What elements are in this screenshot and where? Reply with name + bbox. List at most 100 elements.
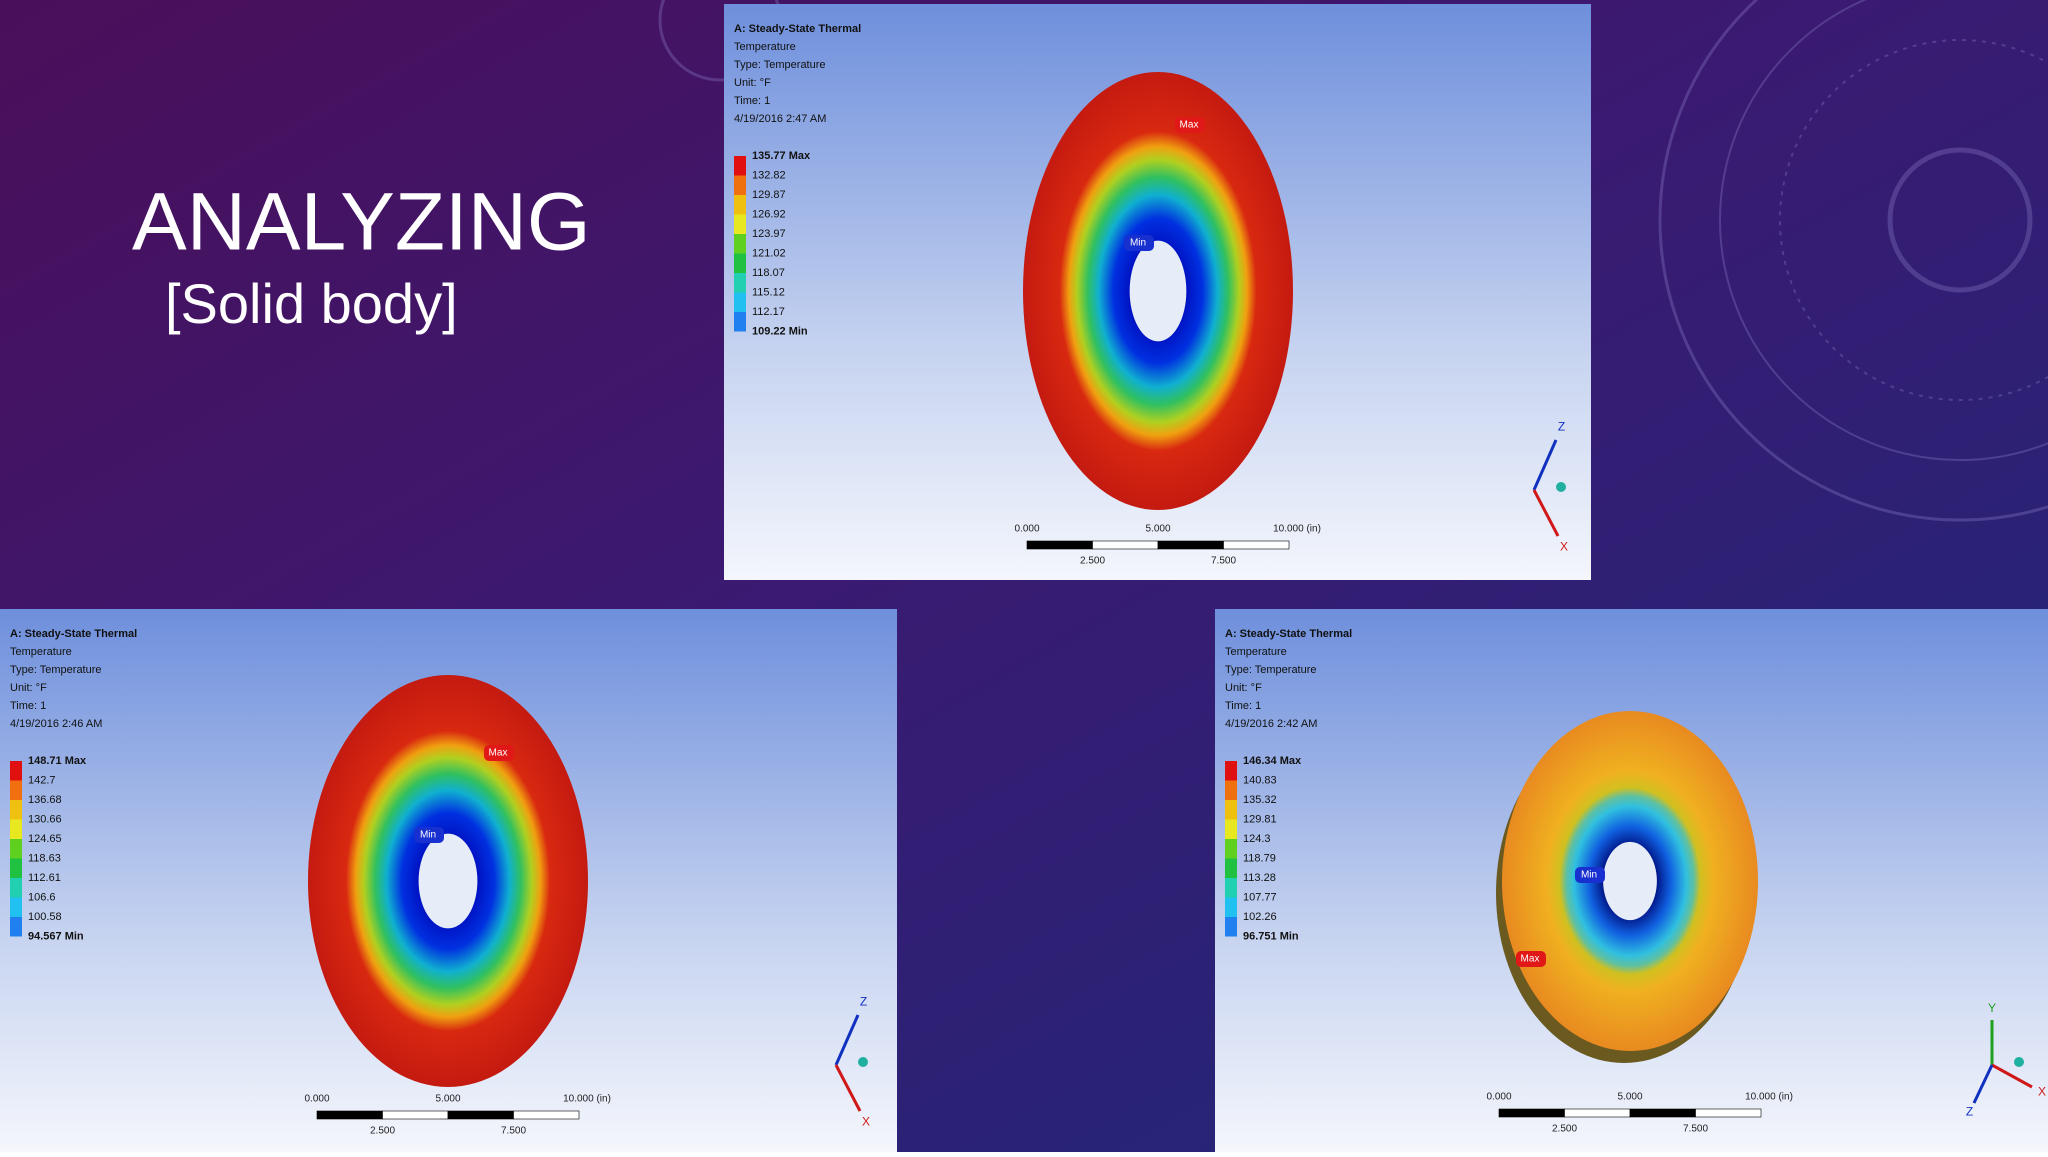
marker-label: Min	[1581, 870, 1597, 881]
axis-arrow	[1972, 1064, 1994, 1104]
disc-hole	[1129, 240, 1187, 342]
marker-tag	[1124, 235, 1154, 251]
header-line: Type: Temperature	[10, 664, 102, 676]
header-line: Type: Temperature	[1225, 664, 1317, 676]
marker-label: Max	[1180, 120, 1199, 131]
header-line: Temperature	[10, 646, 72, 658]
legend-label: 118.07	[752, 267, 785, 279]
triad-ball	[2014, 1057, 2024, 1067]
legend-swatch	[10, 917, 22, 937]
scale-label: 10.000 (in)	[1745, 1092, 1793, 1103]
disc-hole	[418, 833, 478, 929]
scale-bar	[382, 1110, 449, 1120]
scale-label: 0.000	[1014, 524, 1039, 535]
legend-swatch	[10, 819, 22, 839]
legend-swatch	[10, 800, 22, 820]
scale-label: 7.500	[1683, 1124, 1708, 1135]
subtitle: [Solid body]	[165, 272, 458, 335]
header-line: Type: Temperature	[734, 59, 826, 71]
axis-label: Z	[860, 995, 867, 1009]
header-line: Time: 1	[1225, 700, 1261, 712]
header-line: Unit: °F	[734, 77, 771, 89]
scale-label: 10.000 (in)	[563, 1094, 611, 1105]
legend-swatch	[734, 292, 746, 312]
scale-label: 7.500	[501, 1126, 526, 1137]
legend-label: 132.82	[752, 169, 786, 181]
legend-swatch	[734, 253, 746, 273]
marker-tag	[1516, 951, 1546, 967]
legend-label: 129.81	[1243, 813, 1277, 825]
scale-label: 0.000	[1486, 1092, 1511, 1103]
legend-label: 142.7	[28, 774, 56, 786]
header-line: 4/19/2016 2:42 AM	[1225, 718, 1317, 730]
header-line: Unit: °F	[1225, 682, 1262, 694]
header-line: A: Steady-State Thermal	[734, 23, 861, 35]
axis-arrow	[834, 1064, 862, 1112]
result-panel: A: Steady-State Thermal Temperature Type: …	[724, 4, 1591, 580]
legend-label: 96.751 Min	[1243, 930, 1299, 942]
legend-swatch	[734, 175, 746, 195]
scale-label: 5.000	[1145, 524, 1170, 535]
header-line: Time: 1	[734, 95, 770, 107]
scale-label: 5.000	[1617, 1092, 1642, 1103]
triad-ball	[1556, 482, 1566, 492]
legend-label: 118.79	[1243, 852, 1276, 864]
scale-bar	[513, 1110, 580, 1120]
axis-label: X	[1560, 540, 1568, 554]
header-line: Time: 1	[10, 700, 46, 712]
legend-label: 118.63	[28, 852, 61, 864]
legend-swatch	[1225, 761, 1237, 781]
header-line: Temperature	[1225, 646, 1287, 658]
scale-bar	[1695, 1108, 1762, 1118]
scale-label: 7.500	[1211, 556, 1236, 567]
axis-label: X	[862, 1115, 870, 1129]
legend-swatch	[1225, 839, 1237, 859]
marker-label: Max	[489, 748, 508, 759]
axis-label: Z	[1558, 420, 1565, 434]
marker-label: Min	[1130, 238, 1146, 249]
legend-swatch	[10, 780, 22, 800]
legend-label: 113.28	[1243, 872, 1276, 884]
scale-label: 0.000	[304, 1094, 329, 1105]
legend-swatch	[734, 195, 746, 215]
header-line: Unit: °F	[10, 682, 47, 694]
marker-tag	[484, 745, 514, 761]
axis-arrow	[834, 1014, 860, 1066]
legend-label: 115.12	[752, 286, 785, 298]
legend-swatch	[734, 214, 746, 234]
scale-bar	[1498, 1108, 1565, 1118]
legend-label: 112.17	[752, 306, 785, 318]
legend-label: 94.567 Min	[28, 930, 84, 942]
legend-label: 135.77 Max	[752, 150, 811, 162]
legend-label: 100.58	[28, 911, 62, 923]
legend-swatch	[1225, 800, 1237, 820]
legend-swatch	[10, 761, 22, 781]
legend-swatch	[10, 839, 22, 859]
legend-swatch	[1225, 897, 1237, 917]
legend-label: 126.92	[752, 208, 786, 220]
legend-label: 148.71 Max	[28, 755, 87, 767]
legend-label: 140.83	[1243, 774, 1277, 786]
legend-label: 121.02	[752, 247, 786, 259]
scale-bar	[316, 1110, 383, 1120]
disc-hole	[1603, 841, 1657, 921]
legend-swatch	[1225, 878, 1237, 898]
legend-label: 102.26	[1243, 911, 1277, 923]
result-panel: A: Steady-State Thermal Temperature Type: …	[1215, 609, 2048, 1152]
scale-bar	[1092, 540, 1159, 550]
legend-label: 106.6	[28, 891, 56, 903]
legend-swatch	[10, 897, 22, 917]
axis-label: Z	[1966, 1105, 1973, 1119]
marker-tag	[414, 827, 444, 843]
legend-label: 112.61	[28, 872, 61, 884]
legend-swatch	[10, 858, 22, 878]
title: ANALYZING	[132, 177, 591, 268]
legend-swatch	[1225, 917, 1237, 937]
triad-ball	[858, 1057, 868, 1067]
legend-label: 124.3	[1243, 833, 1271, 845]
header-line: A: Steady-State Thermal	[1225, 628, 1352, 640]
result-panel: A: Steady-State Thermal Temperature Type: …	[0, 609, 897, 1152]
scale-bar	[1157, 540, 1224, 550]
